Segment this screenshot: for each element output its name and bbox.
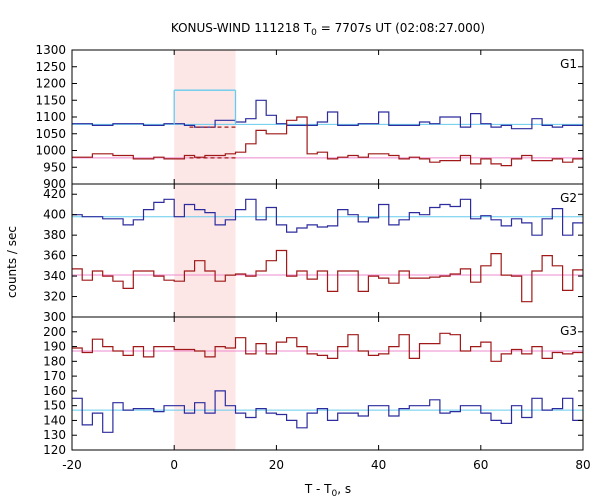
- panel-g1-step-overlay-1: [173, 89, 237, 125]
- x-tick-label: -20: [62, 458, 82, 472]
- x-tick-label: 20: [269, 458, 284, 472]
- panel-g1-series-blue: [72, 99, 583, 130]
- panel-g3-series-blue: [72, 390, 583, 433]
- panel-g1-ytick-label: 1300: [35, 43, 66, 57]
- x-axis-label-subscript: 0: [332, 489, 338, 499]
- panel-g2-ytick-label: 340: [43, 269, 66, 283]
- panel-g3-ytick-label: 190: [43, 340, 66, 354]
- panel-g2-ytick-label: 320: [43, 290, 66, 304]
- chart-title-main: KONUS-WIND 111218 T: [171, 21, 312, 35]
- panel-g1-label: G1: [560, 57, 577, 71]
- panel-g3-label: G3: [560, 324, 577, 338]
- panel-g2-ytick-label: 420: [43, 187, 66, 201]
- panel-g1-ytick-label: 1100: [35, 110, 66, 124]
- panel-g1-ytick-label: 900: [43, 177, 66, 191]
- panel-g2-frame: [71, 183, 584, 318]
- chart-title: KONUS-WIND 111218 T0 = 7707s UT (02:08:2…: [171, 21, 485, 38]
- panel-g1-series-red: [72, 116, 583, 167]
- panel-g2-label: G2: [560, 191, 577, 205]
- panel-g3-ytick-label: 120: [43, 443, 66, 457]
- panel-g2-ytick-label: 400: [43, 208, 66, 222]
- panel-g3-ytick-label: 170: [43, 369, 66, 383]
- panel-g1-ytick-label: 1150: [35, 93, 66, 107]
- x-axis-label-rest: , s: [337, 482, 351, 496]
- panel-g2-series-red: [72, 249, 583, 303]
- highlight-interval-band: [174, 50, 236, 450]
- panel-g2-series-blue: [72, 198, 583, 236]
- y-axis-label: counts / sec: [5, 226, 19, 298]
- chart-title-rest: = 7707s UT (02:08:27.000): [317, 21, 485, 35]
- panel-g1-ytick-label: 1250: [35, 60, 66, 74]
- panel-g2-ytick-label: 380: [43, 228, 66, 242]
- plot-area: 9009501000105011001150120012501300G13003…: [35, 43, 590, 472]
- panel-g2-ytick-label: 360: [43, 249, 66, 263]
- panel-g1-ytick-label: 950: [43, 160, 66, 174]
- panel-g1-ytick-label: 1000: [35, 144, 66, 158]
- panel-g3-ytick-label: 130: [43, 428, 66, 442]
- x-tick-label: 80: [575, 458, 590, 472]
- panel-g3-ytick-label: 200: [43, 325, 66, 339]
- x-tick-label: 40: [371, 458, 386, 472]
- x-axis-label: T - T0, s: [304, 482, 351, 499]
- panel-g1-ytick-label: 1200: [35, 77, 66, 91]
- panel-g3-ytick-label: 160: [43, 384, 66, 398]
- panel-g3-series-red: [72, 332, 583, 362]
- panel-g3-frame: [71, 316, 584, 451]
- panel-g3-ytick-label: 150: [43, 399, 66, 413]
- panel-g1-ytick-label: 1050: [35, 127, 66, 141]
- x-tick-label: 60: [473, 458, 488, 472]
- panel-g3-ytick-label: 180: [43, 354, 66, 368]
- x-tick-label: 0: [170, 458, 178, 472]
- chart-title-subscript: 0: [311, 28, 317, 38]
- x-axis-label-main: T - T: [304, 482, 332, 496]
- panel-g3-ytick-label: 140: [43, 413, 66, 427]
- panel-g2-ytick-label: 300: [43, 310, 66, 324]
